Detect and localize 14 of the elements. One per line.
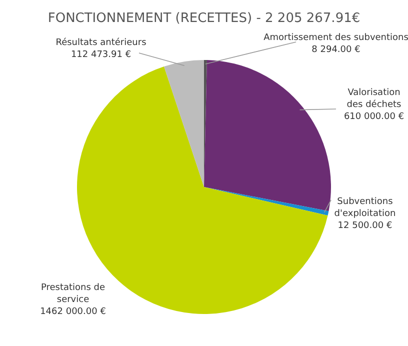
data-label: 1462 000.00 € — [40, 307, 106, 317]
chart-title: FONCTIONNEMENT (RECETTES) - 2 205 267.91€ — [48, 11, 360, 26]
slice-label: Valorisation des déchets — [346, 88, 402, 110]
data-label: 12 500.00 € — [338, 221, 392, 231]
slice-label: Résultats antérieurs — [56, 37, 147, 48]
data-label: 112 473.91 € — [70, 50, 132, 60]
data-label: 610 000.00 € — [344, 112, 404, 122]
slice-label: Amortissement des subventions — [264, 33, 408, 43]
pie-slice — [164, 60, 204, 187]
pie-slice — [204, 60, 331, 212]
pie-slice — [204, 187, 329, 216]
data-label: 8 294.00 € — [312, 45, 361, 55]
slice-label: Subventions d'exploitation — [334, 197, 396, 219]
slice-label: Prestations de service — [40, 283, 106, 305]
